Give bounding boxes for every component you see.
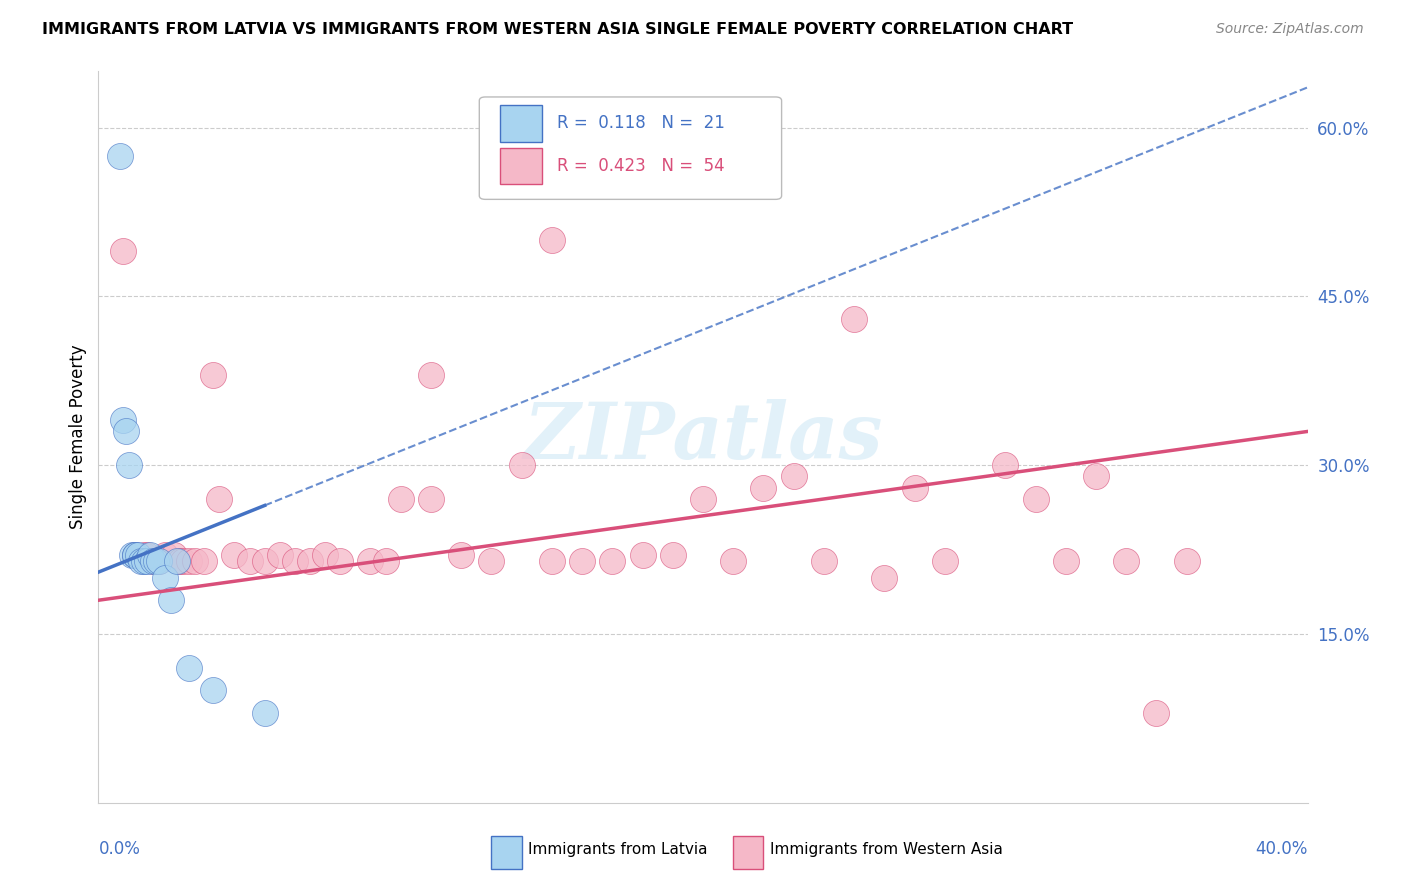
Point — [127, 548, 149, 562]
Point — [269, 548, 291, 562]
Point — [1024, 491, 1046, 506]
Point — [1144, 706, 1167, 720]
Point — [124, 548, 146, 562]
Point — [1175, 554, 1198, 568]
Point — [202, 368, 225, 383]
Point — [202, 683, 225, 698]
Point — [132, 554, 155, 568]
Point — [253, 554, 276, 568]
Point — [135, 548, 157, 562]
Point — [179, 554, 201, 568]
Point — [179, 661, 201, 675]
Point — [111, 244, 134, 259]
Point — [108, 149, 131, 163]
Point — [540, 233, 562, 247]
Point — [172, 554, 194, 568]
Point — [132, 548, 155, 562]
Point — [253, 706, 276, 720]
FancyBboxPatch shape — [492, 836, 522, 869]
Point — [224, 548, 246, 562]
Point — [631, 548, 654, 562]
Text: R =  0.423   N =  54: R = 0.423 N = 54 — [557, 157, 724, 175]
Point — [661, 548, 683, 562]
Point — [129, 554, 152, 568]
Point — [374, 554, 396, 568]
FancyBboxPatch shape — [501, 105, 543, 142]
Text: ZIPatlas: ZIPatlas — [523, 399, 883, 475]
Point — [540, 554, 562, 568]
FancyBboxPatch shape — [734, 836, 763, 869]
Point — [145, 554, 167, 568]
Point — [873, 571, 896, 585]
Point — [450, 548, 472, 562]
Point — [160, 593, 183, 607]
Point — [420, 368, 443, 383]
Point — [142, 554, 165, 568]
Point — [602, 554, 624, 568]
Point — [284, 554, 307, 568]
Text: Immigrants from Latvia: Immigrants from Latvia — [527, 842, 707, 857]
Point — [1085, 469, 1108, 483]
Point — [752, 481, 775, 495]
Point — [813, 554, 835, 568]
Point — [420, 491, 443, 506]
Text: R =  0.118   N =  21: R = 0.118 N = 21 — [557, 114, 724, 132]
Point — [153, 571, 176, 585]
Point — [389, 491, 412, 506]
Point — [360, 554, 382, 568]
FancyBboxPatch shape — [479, 97, 782, 200]
Point — [166, 554, 188, 568]
Text: 0.0%: 0.0% — [98, 840, 141, 858]
Text: Immigrants from Western Asia: Immigrants from Western Asia — [769, 842, 1002, 857]
Point — [118, 458, 141, 473]
FancyBboxPatch shape — [501, 148, 543, 185]
Point — [121, 548, 143, 562]
Point — [692, 491, 714, 506]
Point — [142, 554, 165, 568]
Point — [139, 548, 162, 562]
Text: Source: ZipAtlas.com: Source: ZipAtlas.com — [1216, 22, 1364, 37]
Point — [934, 554, 956, 568]
Point — [169, 554, 191, 568]
Point — [111, 413, 134, 427]
Point — [994, 458, 1017, 473]
Point — [193, 554, 215, 568]
Point — [904, 481, 927, 495]
Point — [1054, 554, 1077, 568]
Point — [844, 312, 866, 326]
Point — [723, 554, 745, 568]
Point — [299, 554, 322, 568]
Point — [329, 554, 352, 568]
Point — [148, 554, 170, 568]
Point — [481, 554, 503, 568]
Point — [163, 548, 186, 562]
Point — [208, 491, 231, 506]
Y-axis label: Single Female Poverty: Single Female Poverty — [69, 345, 87, 529]
Point — [135, 554, 157, 568]
Point — [239, 554, 262, 568]
Text: 40.0%: 40.0% — [1256, 840, 1308, 858]
Point — [153, 548, 176, 562]
Point — [124, 548, 146, 562]
Text: IMMIGRANTS FROM LATVIA VS IMMIGRANTS FROM WESTERN ASIA SINGLE FEMALE POVERTY COR: IMMIGRANTS FROM LATVIA VS IMMIGRANTS FRO… — [42, 22, 1073, 37]
Point — [783, 469, 806, 483]
Point — [184, 554, 207, 568]
Point — [145, 554, 167, 568]
Point — [1115, 554, 1137, 568]
Point — [510, 458, 533, 473]
Point — [314, 548, 336, 562]
Point — [148, 554, 170, 568]
Point — [571, 554, 593, 568]
Point — [124, 548, 146, 562]
Point — [114, 425, 136, 439]
